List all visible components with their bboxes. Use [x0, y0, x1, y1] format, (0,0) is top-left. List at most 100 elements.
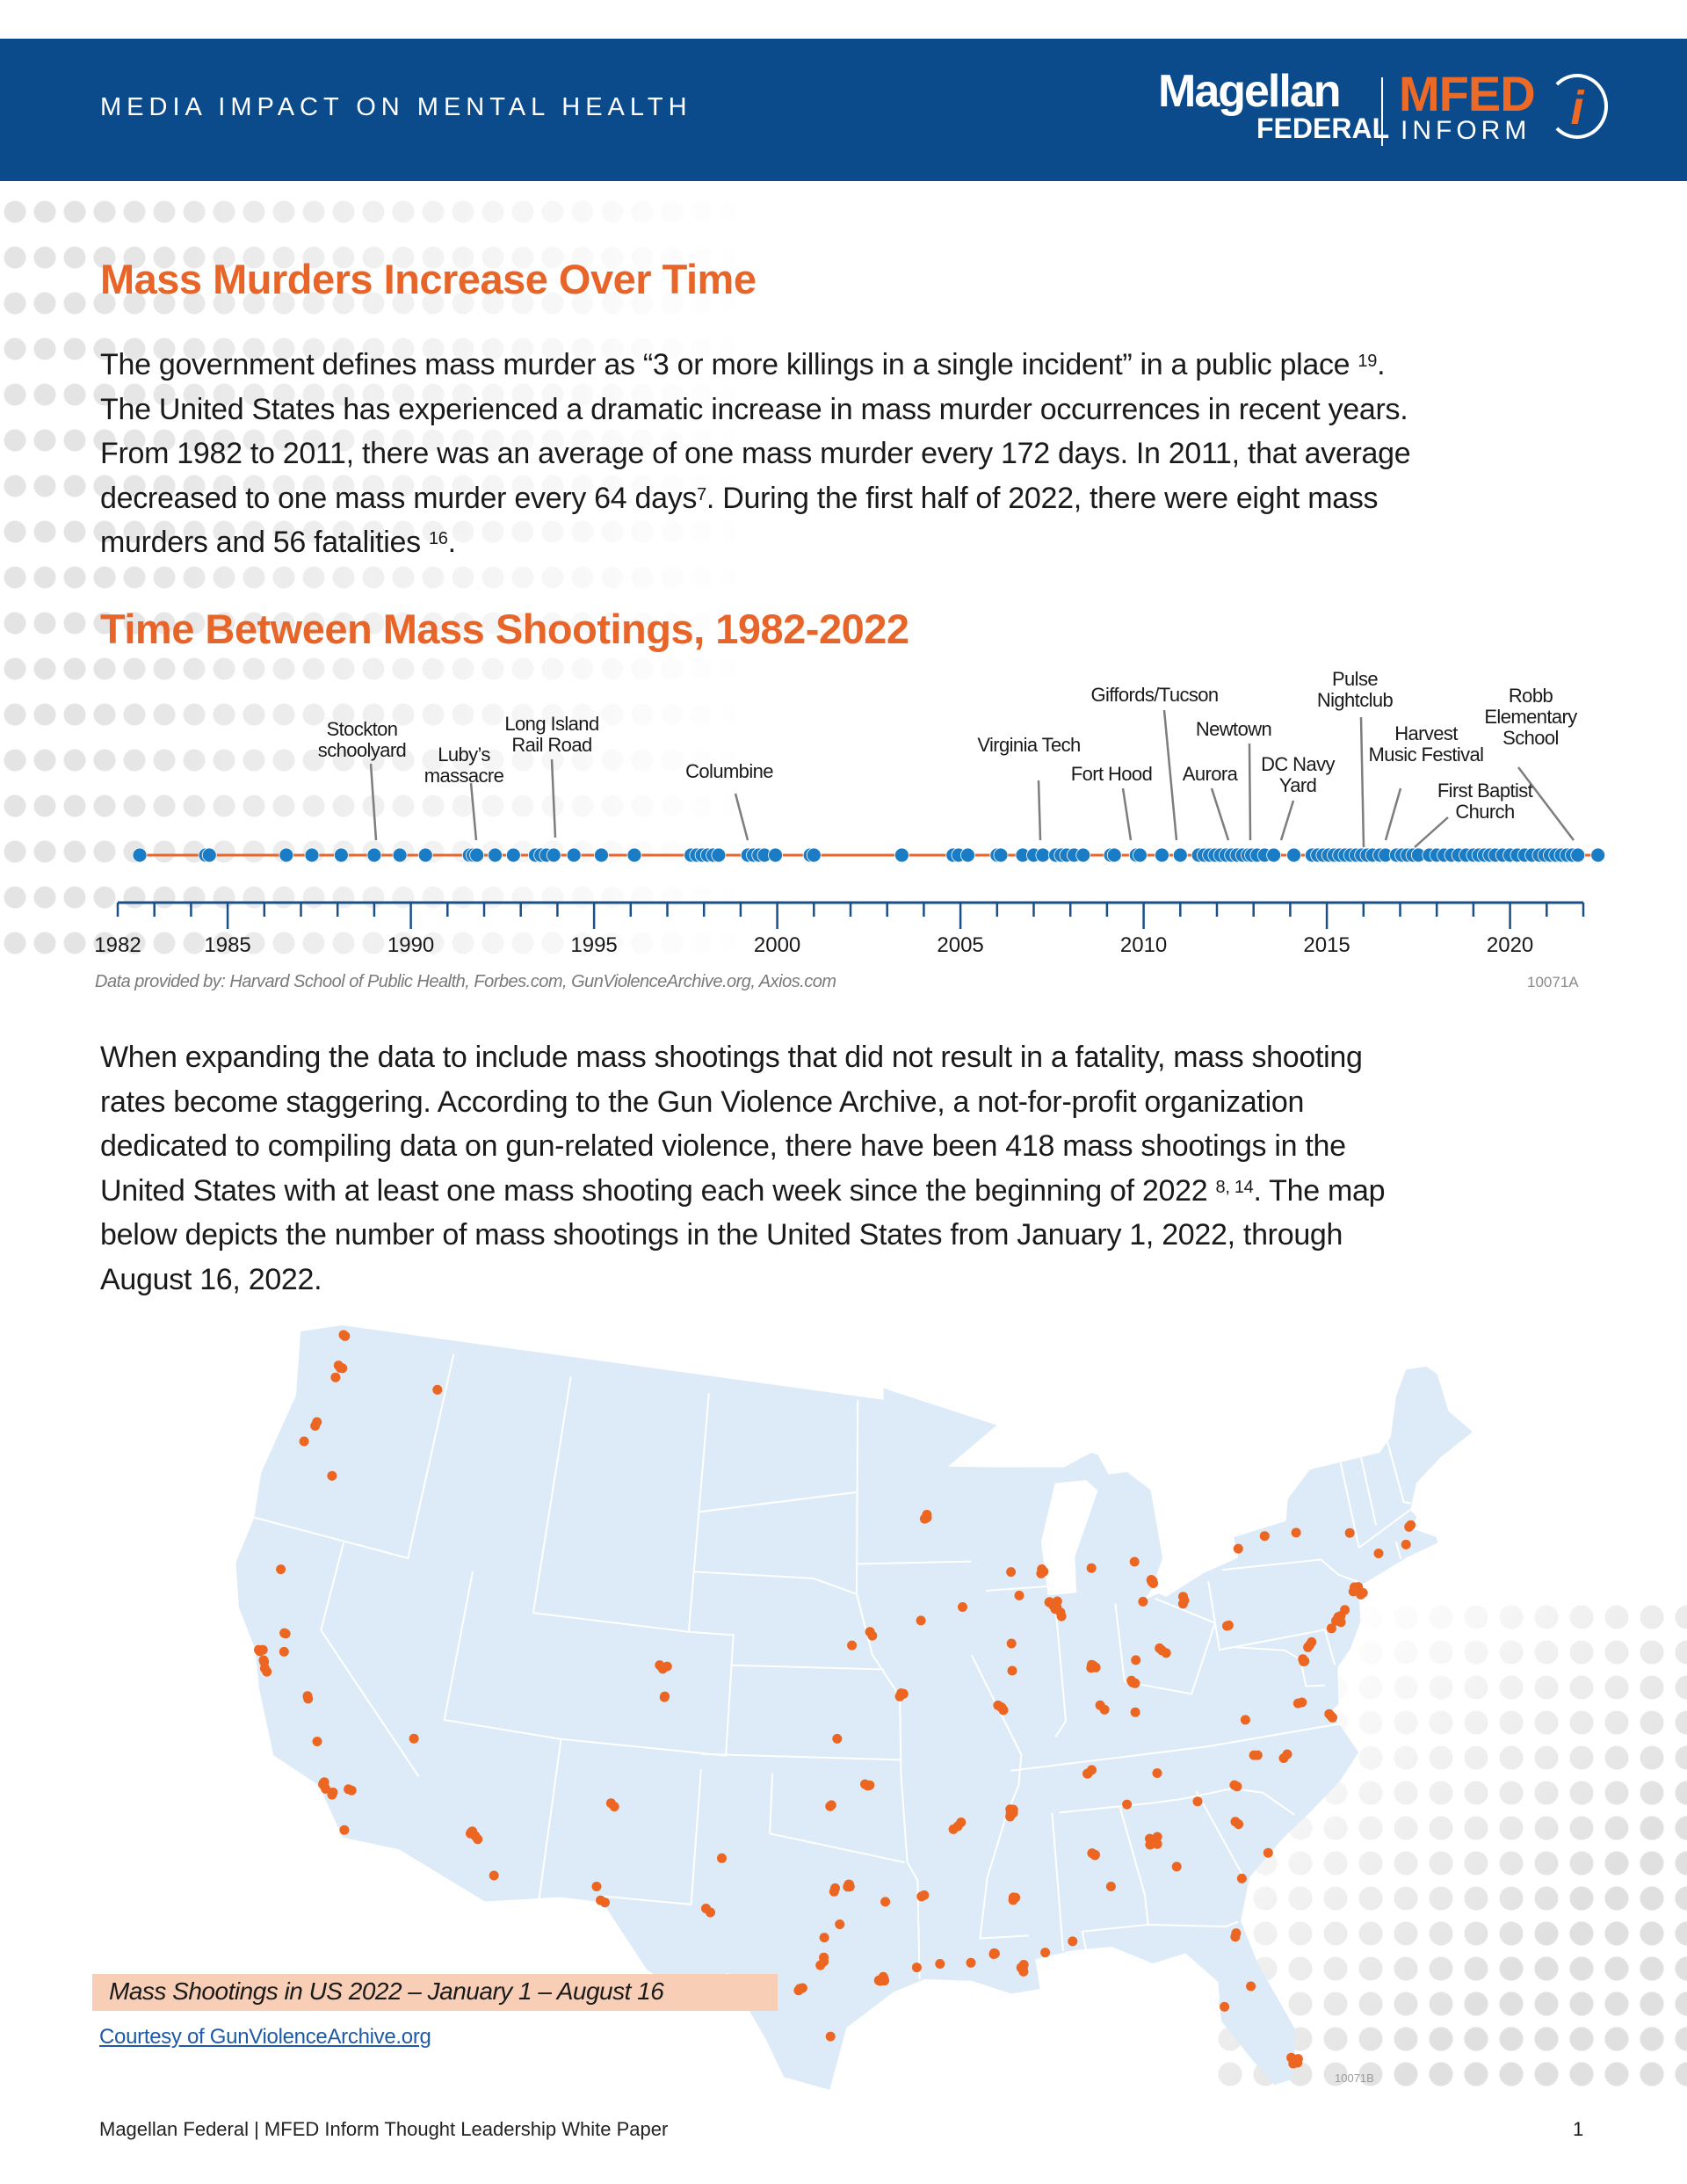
state-border — [1360, 1457, 1377, 1526]
line-text: The United States has experienced a dram… — [100, 392, 1408, 426]
map-figure-code: 10071B — [1335, 2072, 1374, 2085]
shooting-dot — [829, 1886, 839, 1897]
shooting-dot — [1220, 2001, 1230, 2012]
event-dot — [304, 847, 320, 863]
shooting-dot — [1252, 1750, 1263, 1760]
shooting-dot — [432, 1384, 443, 1395]
shooting-dot — [330, 1372, 341, 1382]
line-text: When expanding the data to include mass … — [100, 1041, 1363, 1074]
shooting-dot — [346, 1785, 357, 1796]
shooting-dot — [1292, 2054, 1303, 2064]
shooting-dot — [1007, 1665, 1017, 1676]
paragraph-line: From 1982 to 2011, there was an average … — [100, 432, 1411, 476]
page-number: 1 — [1573, 2118, 1584, 2140]
shooting-dot — [819, 1952, 829, 1963]
annotation-leader-line — [1162, 709, 1178, 841]
shooting-dot — [1122, 1799, 1133, 1810]
paragraph-line: The United States has experienced a dram… — [100, 388, 1410, 432]
shooting-dot — [1350, 1582, 1359, 1593]
shooting-dot — [659, 1692, 670, 1702]
great-lake — [1144, 1549, 1239, 1600]
shooting-dot — [879, 1973, 889, 1984]
shooting-dot — [591, 1882, 602, 1891]
annotation-text: School — [1502, 727, 1559, 749]
shooting-dot — [1006, 1638, 1017, 1649]
shooting-dot — [1155, 1643, 1165, 1653]
event-dot — [1106, 847, 1122, 863]
state-border — [857, 1560, 972, 1565]
annotation-label: DC Navy Yard — [1261, 754, 1335, 796]
shooting-dot — [1010, 1892, 1021, 1903]
shooting-dot — [1130, 1707, 1140, 1717]
shooting-dot — [337, 1363, 348, 1374]
shooting-dot — [489, 1870, 499, 1881]
map-caption: Mass Shootings in US 2022 – January 1 – … — [109, 1977, 664, 2005]
annotation-label: Robb Elementary School — [1484, 686, 1577, 749]
shooting-dot — [276, 1564, 286, 1575]
shooting-dot — [312, 1417, 322, 1427]
annotation-text: schoolyard — [317, 739, 407, 761]
annotation-leader-line — [1210, 787, 1230, 841]
annotation-text: First Baptist — [1437, 780, 1533, 802]
shooting-dot — [847, 1640, 858, 1651]
shooting-dot — [916, 1615, 926, 1626]
shooting-dot — [1291, 1527, 1301, 1538]
annotation-label: Newtown — [1196, 719, 1272, 740]
shooting-dot — [609, 1802, 619, 1812]
event-dot — [417, 847, 433, 863]
page-header: MEDIA IMPACT ON MENTAL HEALTH Magellan F… — [0, 39, 1687, 181]
event-dot — [594, 847, 609, 863]
paragraph-line: August 16, 2022. — [100, 1258, 1385, 1302]
gun-violence-archive-link[interactable]: Courtesy of GunViolenceArchive.org — [99, 2025, 431, 2049]
shooting-dot — [1095, 1700, 1105, 1710]
state-border — [443, 1571, 562, 1910]
shooting-dot — [1234, 1819, 1244, 1830]
shooting-dot — [257, 1644, 268, 1655]
annotation-leader-line — [1517, 766, 1575, 841]
shooting-dot — [655, 1660, 665, 1671]
shooting-dot — [662, 1661, 672, 1672]
annotation-text: Columbine — [685, 760, 773, 782]
shooting-dot — [867, 1630, 878, 1641]
shooting-dot — [1087, 1765, 1097, 1775]
event-dot — [201, 847, 217, 863]
annotation-text: Pulse — [1331, 668, 1379, 690]
annotation-leader-line — [1414, 816, 1449, 848]
annotation-text: Giffords/Tucson — [1090, 684, 1219, 706]
event-dot — [333, 847, 349, 863]
event-dot — [1133, 847, 1148, 863]
shooting-dot — [1171, 1861, 1182, 1872]
shooting-dot — [896, 1688, 907, 1699]
event-dot — [279, 847, 294, 863]
header-title: MEDIA IMPACT ON MENTAL HEALTH — [100, 93, 692, 121]
paragraph-line: below depicts the number of mass shootin… — [100, 1213, 1385, 1258]
great-lake — [1040, 1480, 1098, 1596]
gva-paragraph: When expanding the data to include mass … — [100, 1035, 1386, 1302]
shooting-dot — [1328, 1712, 1337, 1723]
shooting-dot — [948, 1824, 959, 1834]
annotation-label: Fort Hood — [1071, 764, 1153, 785]
event-dot — [392, 847, 408, 863]
shooting-dot — [318, 1779, 329, 1789]
annotation-text: Church — [1455, 801, 1515, 823]
annotation-text: DC Navy — [1261, 753, 1335, 775]
axis-tick-label: 2000 — [754, 933, 800, 957]
shooting-dot — [1105, 1882, 1116, 1891]
shooting-dot — [1358, 1587, 1368, 1598]
shooting-dot — [1232, 1781, 1242, 1792]
state-border — [731, 1664, 884, 1671]
shooting-dot — [1246, 1981, 1256, 1992]
state-border — [1207, 1581, 1325, 1651]
shooting-dot — [1233, 1543, 1243, 1554]
great-lake — [947, 1399, 1099, 1468]
state-border — [1221, 1558, 1358, 1584]
state-border — [1195, 1790, 1246, 1879]
state-border — [561, 1630, 735, 1757]
info-i-icon: i — [1546, 74, 1608, 139]
annotation-text: massacre — [424, 765, 504, 787]
shooting-dot — [835, 1919, 845, 1929]
state-border — [693, 1571, 858, 1595]
state-border — [769, 1773, 905, 1864]
annotation-text: Luby’s — [438, 744, 490, 765]
shooting-dot — [299, 1436, 309, 1447]
